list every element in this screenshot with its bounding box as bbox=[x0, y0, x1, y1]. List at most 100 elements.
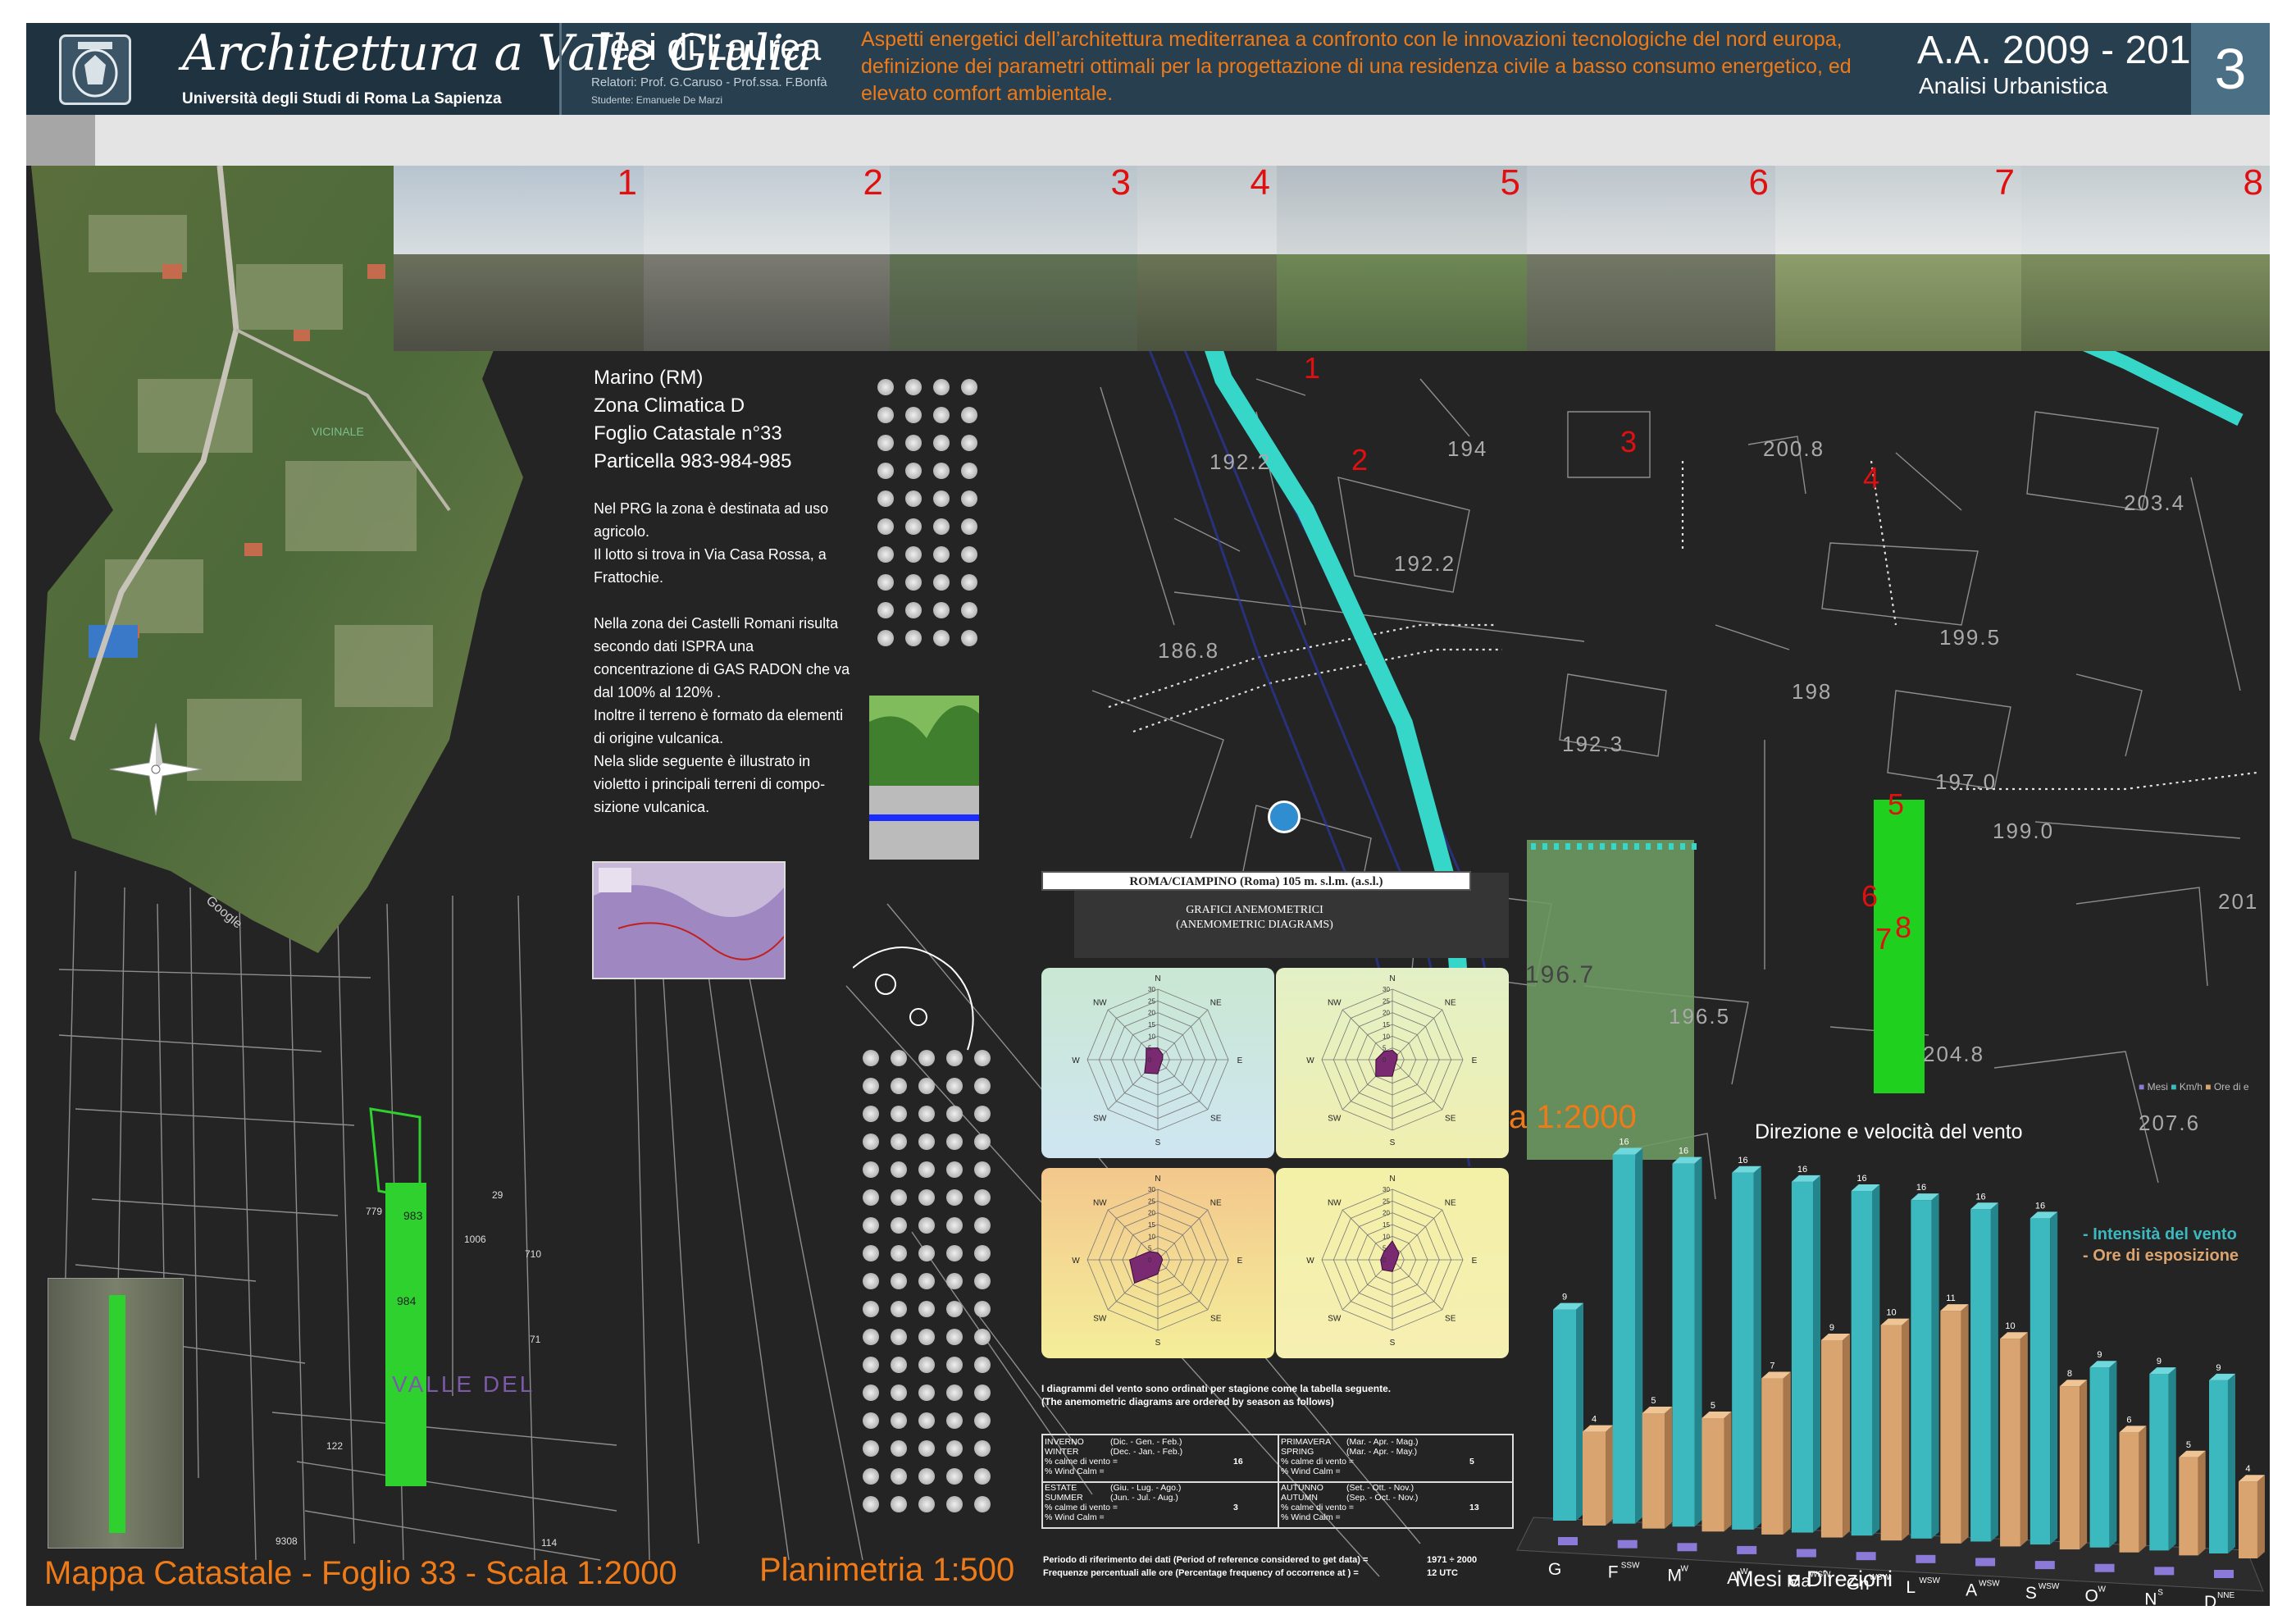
photo-8[interactable]: 8 bbox=[2021, 166, 2270, 351]
photo-2[interactable]: 2 bbox=[644, 166, 890, 351]
direction-label: WSW bbox=[1919, 1576, 1940, 1585]
olive-tree-icon bbox=[891, 1412, 907, 1429]
season-name-it-value: (Mar. - Apr. - Mag.) bbox=[1346, 1437, 1419, 1447]
bar-value-label: 4 bbox=[2245, 1464, 2250, 1474]
bar-top bbox=[1970, 1202, 1998, 1210]
anemo-note-it: I diagrammi del vento sono ordinati per … bbox=[1041, 1383, 1392, 1394]
olive-tree-icon bbox=[961, 546, 977, 563]
olive-tree-icon bbox=[974, 1440, 991, 1457]
olive-tree-icon bbox=[891, 1496, 907, 1512]
olive-tree-icon bbox=[905, 546, 922, 563]
photo-1[interactable]: 1 bbox=[394, 166, 644, 351]
anemo-note-en: (The anemometric diagrams are ordered by… bbox=[1041, 1396, 1334, 1407]
olive-tree-icon bbox=[961, 379, 977, 395]
elevation-label: 203.4 bbox=[2124, 490, 2186, 515]
photo-3[interactable]: 3 bbox=[890, 166, 1137, 351]
olive-tree-icon bbox=[918, 1161, 935, 1178]
bar-value-label: 16 bbox=[1679, 1147, 1688, 1156]
month-label: D bbox=[2204, 1593, 2216, 1606]
month-base-marker bbox=[2214, 1570, 2234, 1578]
elevation-label: 197.0 bbox=[1935, 769, 1998, 794]
month-base-marker bbox=[1617, 1540, 1638, 1549]
olive-tree-icon bbox=[891, 1357, 907, 1373]
rose-spoke bbox=[1392, 1209, 1443, 1261]
photo-7[interactable]: 7 bbox=[1775, 166, 2021, 351]
bar-value-label: 10 bbox=[2005, 1321, 2015, 1331]
olive-tree-icon bbox=[974, 1385, 991, 1401]
bar-exposure bbox=[2179, 1457, 2198, 1556]
separator-bar bbox=[26, 115, 2270, 166]
bar-side bbox=[2109, 1361, 2117, 1548]
season-name-en: AUTUMN (Sep. - Oct. - Nov.) bbox=[1281, 1493, 1510, 1503]
month-label: O bbox=[2085, 1587, 2098, 1606]
bar-side bbox=[1606, 1425, 1613, 1526]
season-calm-value: 16 bbox=[1233, 1457, 1243, 1467]
olive-tree-icon bbox=[918, 1189, 935, 1206]
olive-tree-icon bbox=[946, 1301, 963, 1317]
season-name-en-value: (Dec. - Jan. - Feb.) bbox=[1110, 1447, 1183, 1457]
rose-ring-label: 0 bbox=[1383, 1257, 1387, 1264]
direction-label: WSW bbox=[1979, 1579, 2000, 1588]
wind-rose-card: N NE E SE S SW W NW 30 25 20 15 10 5 0 bbox=[1276, 968, 1509, 1158]
season-name-it: INVERNO (Dic. - Gen. - Feb.) bbox=[1045, 1437, 1274, 1447]
chart-xlabel: Mesi e Direzioni bbox=[1735, 1567, 1893, 1591]
thesis-description: Aspetti energetici dell’architettura med… bbox=[861, 28, 1852, 105]
olive-tree-icon bbox=[918, 1078, 935, 1094]
parcel-label: 984 bbox=[397, 1294, 417, 1307]
season-name-en: SUMMER (Jun. - Jul. - Aug.) bbox=[1045, 1493, 1274, 1503]
bar-side bbox=[2020, 1332, 2028, 1547]
olive-tree-icon bbox=[946, 1496, 963, 1512]
rose-ring-label: 20 bbox=[1148, 1210, 1155, 1217]
olive-tree-icon bbox=[974, 1301, 991, 1317]
plot-lot-green-small bbox=[385, 1183, 426, 1486]
bar-intensity bbox=[1672, 1163, 1695, 1527]
bar-exposure bbox=[2000, 1339, 2020, 1547]
direction-label: WSW bbox=[2039, 1582, 2060, 1591]
geology-map-thumbnail[interactable] bbox=[592, 861, 786, 979]
season-name-it-key: INVERNO bbox=[1045, 1437, 1084, 1447]
bar-value-label: 16 bbox=[1856, 1174, 1866, 1184]
olive-tree-icon bbox=[933, 435, 950, 451]
site-plan-column bbox=[853, 696, 979, 1051]
separator-square bbox=[26, 115, 95, 166]
olive-tree-icon bbox=[891, 1440, 907, 1457]
olive-tree-icon bbox=[905, 490, 922, 507]
season-cell: INVERNO (Dic. - Gen. - Feb.) WINTER (Dec. -… bbox=[1045, 1437, 1274, 1481]
bar-top bbox=[2119, 1426, 2147, 1433]
month-label: N bbox=[2144, 1590, 2157, 1606]
season-name-it-key: PRIMAVERA bbox=[1281, 1437, 1332, 1447]
rose-direction-label: N bbox=[1389, 1175, 1395, 1184]
elevation-label: 204.8 bbox=[1923, 1042, 1985, 1066]
season-name-it-key: AUTUNNO bbox=[1281, 1483, 1323, 1493]
bar-side bbox=[1724, 1411, 1732, 1532]
rose-direction-label: NW bbox=[1093, 998, 1107, 1007]
season-name-it: AUTUNNO (Set. - Ott. - Nov.) bbox=[1281, 1483, 1510, 1493]
bar-top bbox=[1820, 1333, 1851, 1340]
olive-tree-icon bbox=[877, 463, 894, 479]
direction-label: S bbox=[2157, 1588, 2163, 1597]
rose-ring-label: 25 bbox=[1148, 1197, 1155, 1205]
bar-top bbox=[1911, 1193, 1939, 1201]
rose-spoke bbox=[1157, 1009, 1209, 1061]
wind-rose-card: N NE E SE S SW W NW 30 25 20 15 10 5 0 bbox=[1276, 1168, 1509, 1358]
season-calm-value: 3 bbox=[1233, 1503, 1238, 1512]
site-info-paragraph: Nella zona dei Castelli Romani risulta s… bbox=[594, 615, 850, 700]
photo-4[interactable]: 4 bbox=[1137, 166, 1277, 351]
parcel-label: 9308 bbox=[276, 1535, 298, 1547]
wind-rose: N NE E SE S SW W NW 30 25 20 15 10 5 0 bbox=[1072, 974, 1242, 1147]
olive-tree-icon bbox=[918, 1496, 935, 1512]
bar-side bbox=[1576, 1302, 1583, 1521]
thesis-advisors: Relatori: Prof. G.Caruso - Prof.ssa. F.B… bbox=[591, 75, 827, 89]
bar-value-label: 9 bbox=[2157, 1357, 2162, 1366]
month-label: Ma bbox=[1787, 1572, 1811, 1591]
olive-tree-icon bbox=[946, 1468, 963, 1485]
bar-value-label: 16 bbox=[1738, 1156, 1747, 1166]
bar-exposure bbox=[2059, 1386, 2080, 1550]
photo-6[interactable]: 6 bbox=[1527, 166, 1775, 351]
bar-side bbox=[1961, 1304, 1969, 1544]
rose-ring-label: 30 bbox=[1148, 1186, 1155, 1193]
site-info-line: Particella 983-984-985 bbox=[594, 450, 792, 472]
aerial-thumbnail[interactable] bbox=[48, 1278, 184, 1549]
photo-5[interactable]: 5 bbox=[1277, 166, 1527, 351]
